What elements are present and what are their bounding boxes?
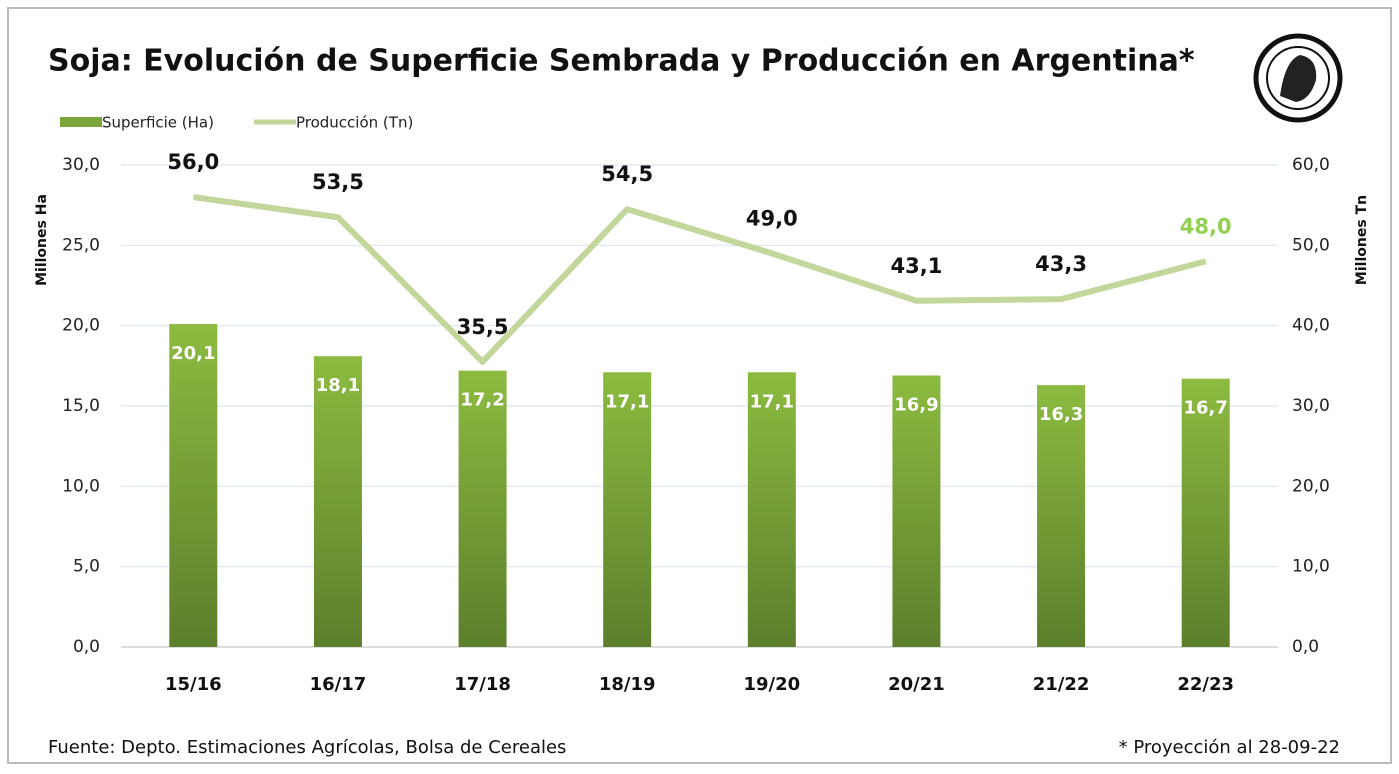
- y-tick-label: 10,0: [62, 476, 100, 496]
- line-value-label: 48,0: [1180, 214, 1232, 238]
- chart-title: Soja: Evolución de Superficie Sembrada y…: [48, 44, 1195, 79]
- line: [192, 194, 1207, 365]
- line-value-label: 49,0: [746, 206, 798, 230]
- legend-label: Superficie (Ha): [102, 114, 214, 132]
- logo: [1253, 33, 1343, 123]
- legend-swatch: [60, 117, 102, 127]
- bar: [1181, 378, 1230, 647]
- y2-tick-label: 50,0: [1292, 235, 1330, 255]
- y-tick-label: 30,0: [62, 155, 100, 175]
- y-axis-title: Millones Ha: [34, 194, 50, 286]
- x-tick-label: 15/16: [165, 674, 222, 695]
- y-tick-label: 25,0: [62, 235, 100, 255]
- line-value-label: 56,0: [167, 150, 219, 174]
- bar-value-label: 16,3: [1039, 404, 1083, 425]
- bar: [1037, 385, 1086, 647]
- bar-value-label: 16,7: [1183, 398, 1227, 419]
- bar: [603, 372, 652, 647]
- x-tick-label: 17/18: [454, 674, 511, 695]
- x-tick-label: 22/23: [1177, 674, 1234, 695]
- y-tick-label: 5,0: [73, 557, 100, 577]
- y2-tick-label: 0,0: [1292, 637, 1319, 657]
- x-tick-label: 20/21: [888, 674, 945, 695]
- line-value-label: 54,5: [601, 162, 653, 186]
- line-value-label: 53,5: [312, 170, 364, 194]
- frame: [7, 7, 1392, 764]
- bar: [747, 372, 796, 647]
- bar: [313, 356, 362, 647]
- bar-value-label: 17,2: [460, 390, 504, 411]
- x-tick-label: 19/20: [743, 674, 800, 695]
- bar: [892, 375, 941, 647]
- line-value-label: 35,5: [457, 315, 509, 339]
- y2-axis-title: Millones Tn: [1354, 195, 1370, 285]
- bar-value-label: 17,1: [750, 391, 794, 412]
- y2-tick-label: 40,0: [1292, 316, 1330, 336]
- note: * Proyección al 28-09-22: [1119, 737, 1340, 758]
- line-value-label: 43,3: [1035, 252, 1087, 276]
- y2-tick-label: 10,0: [1292, 557, 1330, 577]
- bar-value-label: 16,9: [894, 394, 938, 415]
- x-tick-label: 16/17: [310, 674, 367, 695]
- legend-label: Producción (Tn): [296, 114, 413, 132]
- y-tick-label: 0,0: [73, 637, 100, 657]
- bar-value-label: 18,1: [316, 375, 360, 396]
- x-tick-label: 21/22: [1033, 674, 1090, 695]
- y2-tick-label: 30,0: [1292, 396, 1330, 416]
- x-tick-label: 18/19: [599, 674, 656, 695]
- y-tick-label: 20,0: [62, 316, 100, 336]
- bar-value-label: 20,1: [171, 343, 215, 364]
- y2-tick-label: 60,0: [1292, 155, 1330, 175]
- bar: [169, 324, 218, 647]
- line-value-label: 43,1: [891, 254, 943, 278]
- bar: [458, 370, 507, 647]
- y2-tick-label: 20,0: [1292, 476, 1330, 496]
- y-tick-label: 15,0: [62, 396, 100, 416]
- source: Fuente: Depto. Estimaciones Agrícolas, B…: [48, 737, 566, 758]
- bar-value-label: 17,1: [605, 391, 649, 412]
